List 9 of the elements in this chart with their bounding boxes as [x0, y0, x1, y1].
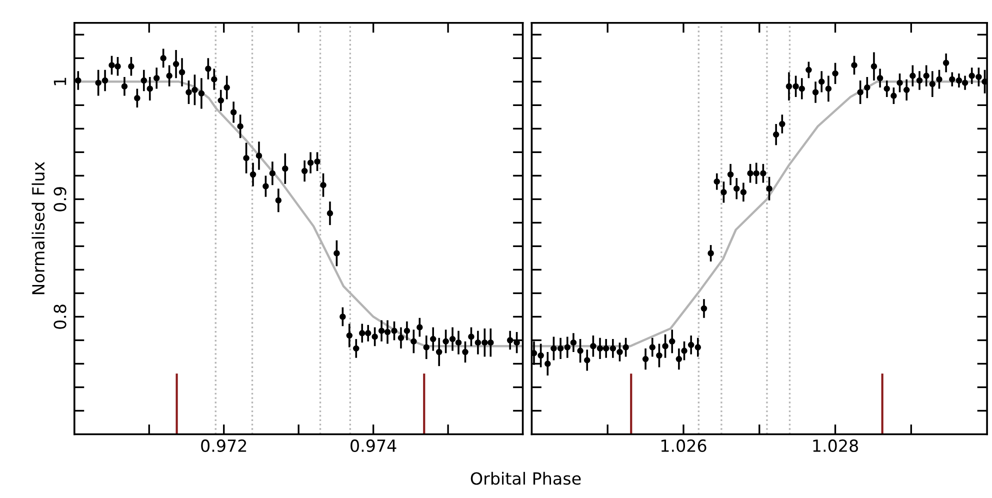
- y-tick-label: 0.8: [54, 304, 66, 329]
- x-tick-label: 1.028: [813, 439, 858, 452]
- y-tick-label: 1: [54, 78, 66, 86]
- x-tick-label: 0.972: [201, 439, 246, 452]
- y-tick-label: 0.9: [54, 187, 66, 212]
- x-axis-title: Orbital Phase: [470, 472, 581, 485]
- y-axis-title: Normalised Flux: [32, 162, 45, 294]
- x-tick-label: 0.974: [350, 439, 396, 452]
- x-tick-label: 1.026: [661, 439, 706, 452]
